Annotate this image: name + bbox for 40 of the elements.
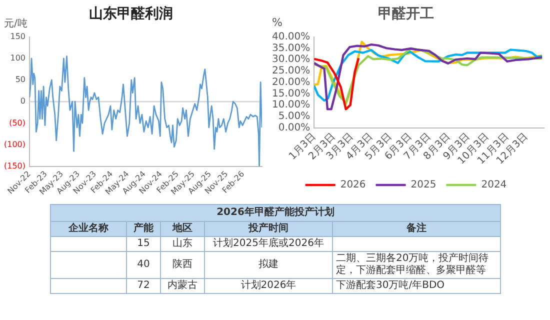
chart-title: 甲醛开工 <box>378 6 434 22</box>
text: 内蒙古 <box>168 280 198 291</box>
y-axis-title: % <box>272 16 282 30</box>
text: 山东 <box>172 238 192 249</box>
text: 计划2026年 <box>240 280 296 291</box>
category-label: 企业名称 <box>50 222 126 236</box>
legend-label: 2024 <box>481 180 507 191</box>
y-tick-label: 50 <box>15 75 26 84</box>
text: 陕西 <box>172 259 192 270</box>
text: 计划2025年底或2026年 <box>213 238 324 249</box>
text: 拟建 <box>258 259 278 270</box>
y-tick-label: 100 <box>10 53 26 62</box>
text: 72 <box>137 280 150 291</box>
text: 下游配套30万吨/年BDO <box>336 280 445 291</box>
y-tick-label: 15.00% <box>272 88 310 100</box>
y-tick-label: 40.00% <box>272 31 310 42</box>
category-label: 备注 <box>332 222 501 236</box>
category-label: 产能 <box>126 222 160 236</box>
y-tick-label: 35.00% <box>272 42 310 54</box>
y-tick-label: 0 <box>20 96 26 106</box>
text: 2026年甲醛产能投产计划 <box>50 204 501 222</box>
text: 40 <box>137 259 150 270</box>
legend-label: 2025 <box>410 180 436 191</box>
y-tick-label: 150 <box>10 32 26 41</box>
category-label: 投产时间 <box>204 222 332 236</box>
text: 15 <box>137 238 150 249</box>
y-tick-label: 5.00% <box>278 111 310 122</box>
y-tick-label: (100) <box>4 140 26 149</box>
y-tick-label: (50) <box>9 118 26 128</box>
text: 二期、三期各20万吨，投产时间待定，下游配套甲缩醛、多聚甲醛等 <box>336 253 489 276</box>
y-tick-label: (150) <box>4 161 26 170</box>
y-tick-label: 0.00% <box>278 122 310 134</box>
y-tick-label: 10.00% <box>272 100 310 111</box>
y-tick-label: 20.00% <box>272 76 310 88</box>
y-tick-label: 25.00% <box>272 66 310 77</box>
y-axis-title: 元/吨 <box>4 17 28 30</box>
chart-title: 山东甲醛利润 <box>89 5 173 22</box>
legend-label: 2026 <box>340 180 366 191</box>
category-label: 地区 <box>160 222 204 236</box>
y-tick-label: 30.00% <box>272 54 310 66</box>
